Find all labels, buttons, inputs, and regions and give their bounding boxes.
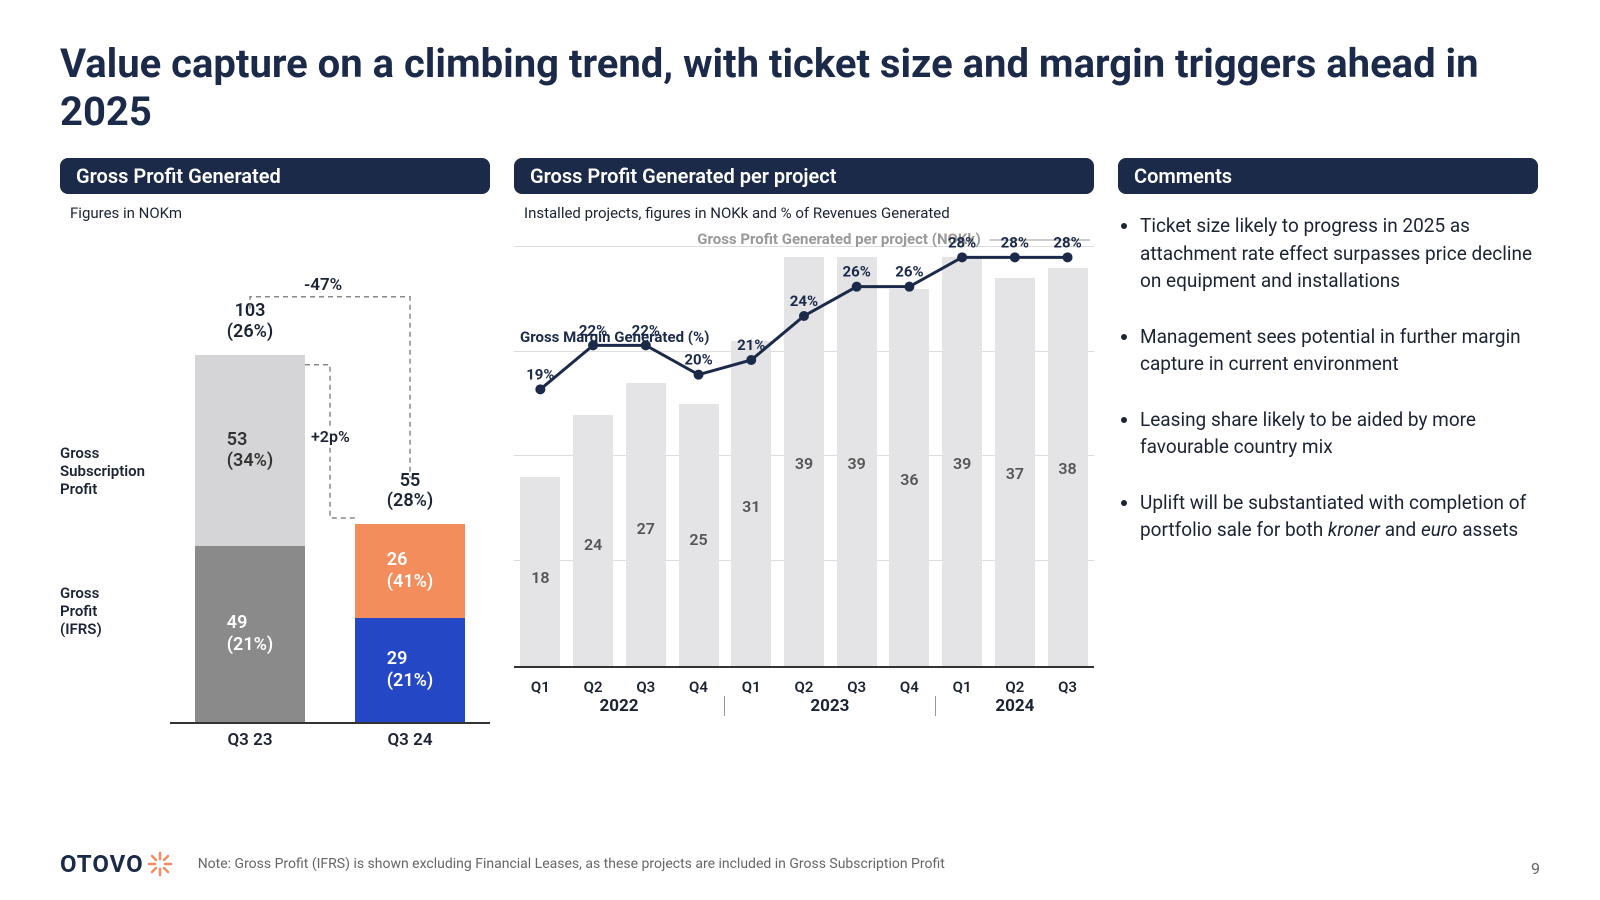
svg-text:22%: 22% [579,321,607,339]
comments-list: Ticket size likely to progress in 2025 a… [1140,212,1538,572]
x-quarter-label: Q2 [784,678,824,696]
svg-text:19%: 19% [526,365,554,383]
x-quarter-label: Q1 [942,678,982,696]
comment-bullet: Leasing share likely to be aided by more… [1140,406,1538,461]
panel3-header: Comments [1118,158,1538,194]
svg-text:21%: 21% [737,336,765,354]
comment-bullet: Management sees potential in further mar… [1140,323,1538,378]
svg-text:26%: 26% [895,263,923,281]
x-year-label: 2022 [514,696,725,716]
margin-line: 19% 22% 22% 20% 21% 24% 26% 26% 28% 28% 28% [514,228,1094,668]
panel2-header: Gross Profit Generated per project [514,158,1094,194]
x-year-label: 2023 [725,696,936,716]
footnote: Note: Gross Profit (IFRS) is shown exclu… [198,856,945,872]
delta-top-label: -47% [300,275,346,295]
delta-connectors [60,236,490,756]
gross-profit-panel: Gross Profit Generated Figures in NOKm G… [60,158,490,756]
logo-spark-icon [146,850,174,878]
svg-text:22%: 22% [632,321,660,339]
footer: OTOVO Note: Gross Profit (IFRS) is shown… [60,850,1540,878]
x-quarter-label: Q1 [520,678,560,696]
svg-text:28%: 28% [948,233,976,251]
delta-mid-label: +2p% [308,427,353,446]
svg-text:20%: 20% [684,351,712,369]
slide-title: Value capture on a climbing trend, with … [60,40,1540,136]
x-quarter-label: Q3 [626,678,666,696]
x-quarter-label: Q1 [731,678,771,696]
page-number: 9 [1531,859,1540,878]
per-project-panel: Gross Profit Generated per project Insta… [514,158,1094,756]
svg-text:28%: 28% [1053,233,1081,251]
x-quarter-label: Q2 [573,678,613,696]
panel2-subtitle: Installed projects, figures in NOKk and … [524,204,1094,222]
x-year-label: 2024 [936,696,1094,716]
comment-bullet: Uplift will be substantiated with comple… [1140,489,1538,544]
x-quarter-label: Q2 [995,678,1035,696]
svg-text:28%: 28% [1001,233,1029,251]
x-quarter-label: Q4 [889,678,929,696]
svg-text:26%: 26% [843,263,871,281]
comments-panel: Comments Ticket size likely to progress … [1118,158,1538,756]
panel1-subtitle: Figures in NOKm [70,204,490,222]
comment-bullet: Ticket size likely to progress in 2025 a… [1140,212,1538,295]
x-quarter-label: Q3 [837,678,877,696]
panel1-header: Gross Profit Generated [60,158,490,194]
svg-text:24%: 24% [790,292,818,310]
x-quarter-label: Q3 [1048,678,1088,696]
logo: OTOVO [60,850,174,878]
x-quarter-label: Q4 [679,678,719,696]
